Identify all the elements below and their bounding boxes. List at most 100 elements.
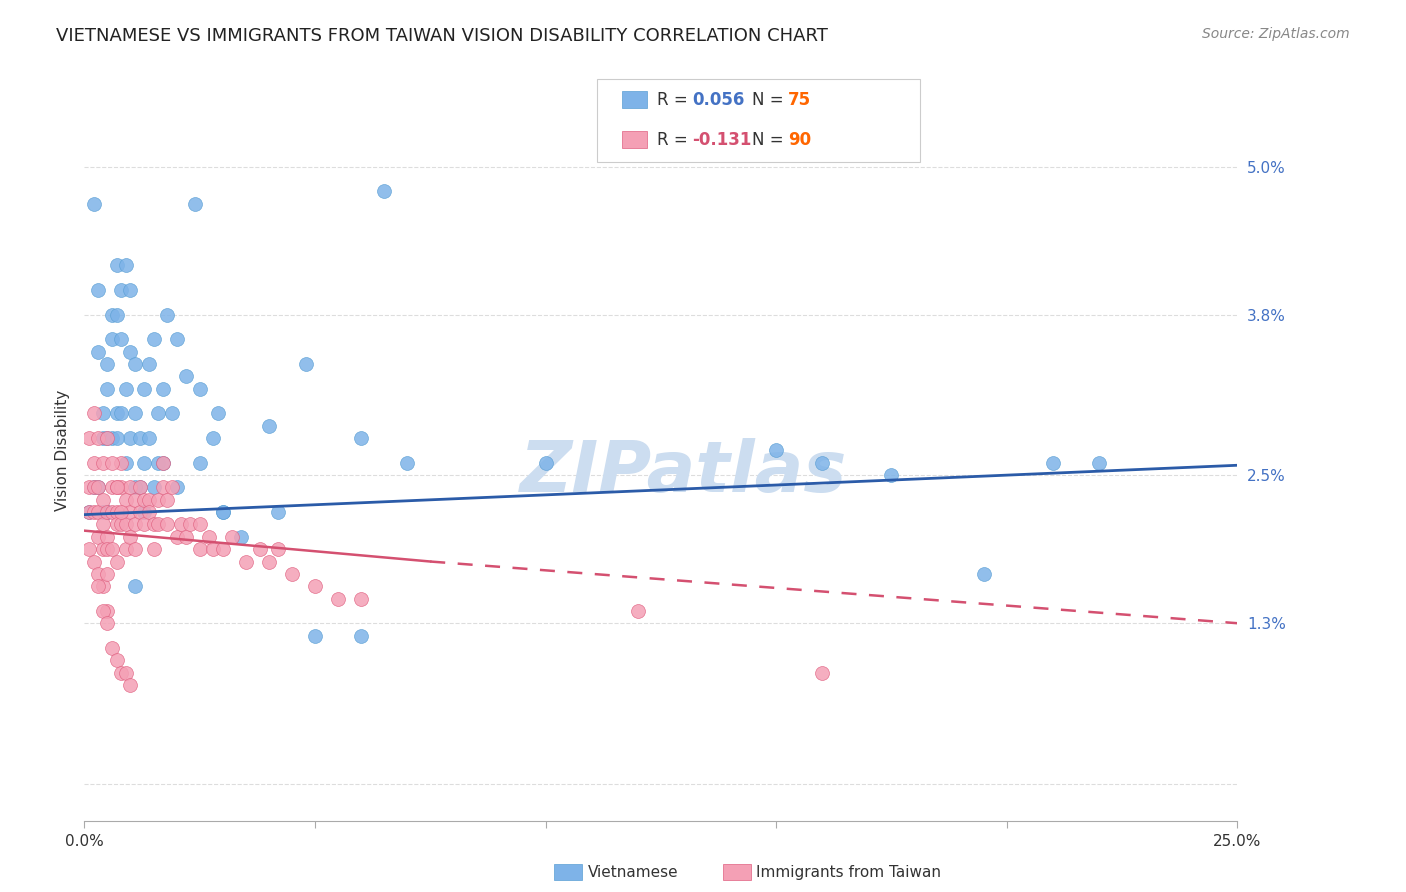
Point xyxy=(96,505,118,519)
Text: Immigrants from Taiwan: Immigrants from Taiwan xyxy=(756,865,942,880)
Point xyxy=(267,542,290,557)
Point xyxy=(110,333,132,347)
Point xyxy=(87,480,110,494)
Point xyxy=(142,542,165,557)
Point xyxy=(326,591,349,606)
Point xyxy=(101,456,124,470)
Point xyxy=(105,308,128,322)
Point xyxy=(146,407,169,421)
Point xyxy=(124,492,146,507)
Point xyxy=(373,185,395,199)
Point xyxy=(257,555,280,569)
Point xyxy=(134,517,156,532)
Point xyxy=(231,530,253,544)
Point xyxy=(124,357,146,371)
Text: -0.131: -0.131 xyxy=(692,130,751,148)
Point xyxy=(96,431,118,445)
Point xyxy=(91,407,114,421)
Point xyxy=(77,431,100,445)
Point xyxy=(120,505,142,519)
Point xyxy=(101,505,124,519)
Point xyxy=(91,492,114,507)
Point xyxy=(128,480,150,494)
Point xyxy=(77,505,100,519)
Text: Vietnamese: Vietnamese xyxy=(588,865,678,880)
Point xyxy=(221,530,243,544)
Point xyxy=(1088,456,1111,470)
Text: VIETNAMESE VS IMMIGRANTS FROM TAIWAN VISION DISABILITY CORRELATION CHART: VIETNAMESE VS IMMIGRANTS FROM TAIWAN VIS… xyxy=(56,27,828,45)
Point xyxy=(160,480,183,494)
Point xyxy=(115,456,138,470)
Point xyxy=(120,431,142,445)
Point xyxy=(115,259,138,273)
Y-axis label: Vision Disability: Vision Disability xyxy=(55,390,70,511)
Point xyxy=(96,604,118,618)
Point xyxy=(110,480,132,494)
Point xyxy=(96,505,118,519)
Point xyxy=(96,431,118,445)
Point xyxy=(105,555,128,569)
Point xyxy=(110,517,132,532)
Point xyxy=(120,283,142,297)
Point xyxy=(83,480,105,494)
Point xyxy=(188,456,211,470)
Point xyxy=(101,640,124,655)
Point xyxy=(184,196,207,211)
Point xyxy=(152,480,174,494)
Point xyxy=(174,530,197,544)
Point xyxy=(179,517,201,532)
Point xyxy=(134,456,156,470)
Point xyxy=(124,480,146,494)
Point xyxy=(115,517,138,532)
Point xyxy=(304,579,326,593)
Point xyxy=(77,542,100,557)
Point xyxy=(124,407,146,421)
Point xyxy=(211,505,233,519)
Point xyxy=(142,333,165,347)
Point xyxy=(350,628,373,642)
Text: N =: N = xyxy=(752,130,789,148)
Point xyxy=(170,517,193,532)
Point xyxy=(87,505,110,519)
Point xyxy=(91,505,114,519)
Point xyxy=(101,542,124,557)
Point xyxy=(110,505,132,519)
Point xyxy=(105,259,128,273)
Text: R =: R = xyxy=(658,130,693,148)
Point xyxy=(811,456,834,470)
Point xyxy=(166,480,188,494)
Point xyxy=(105,517,128,532)
Point xyxy=(267,505,290,519)
Point xyxy=(77,505,100,519)
Point xyxy=(105,480,128,494)
Point xyxy=(101,308,124,322)
FancyBboxPatch shape xyxy=(598,78,921,161)
Point xyxy=(134,505,156,519)
Point xyxy=(134,382,156,396)
Point xyxy=(110,407,132,421)
Point xyxy=(152,382,174,396)
Point xyxy=(142,480,165,494)
Point xyxy=(101,431,124,445)
Point xyxy=(188,517,211,532)
Point xyxy=(138,505,160,519)
Point xyxy=(83,505,105,519)
Text: 25.0%: 25.0% xyxy=(1213,834,1261,849)
Point xyxy=(156,308,179,322)
Point xyxy=(115,492,138,507)
Point xyxy=(120,480,142,494)
Point xyxy=(87,530,110,544)
Point xyxy=(96,357,118,371)
Point xyxy=(77,480,100,494)
Point xyxy=(83,196,105,211)
Point xyxy=(83,407,105,421)
FancyBboxPatch shape xyxy=(621,131,647,148)
Point xyxy=(101,480,124,494)
Point xyxy=(87,431,110,445)
Point xyxy=(138,431,160,445)
Point xyxy=(101,333,124,347)
Point xyxy=(105,480,128,494)
Point xyxy=(294,357,316,371)
Point xyxy=(115,382,138,396)
Text: 0.056: 0.056 xyxy=(692,90,744,109)
